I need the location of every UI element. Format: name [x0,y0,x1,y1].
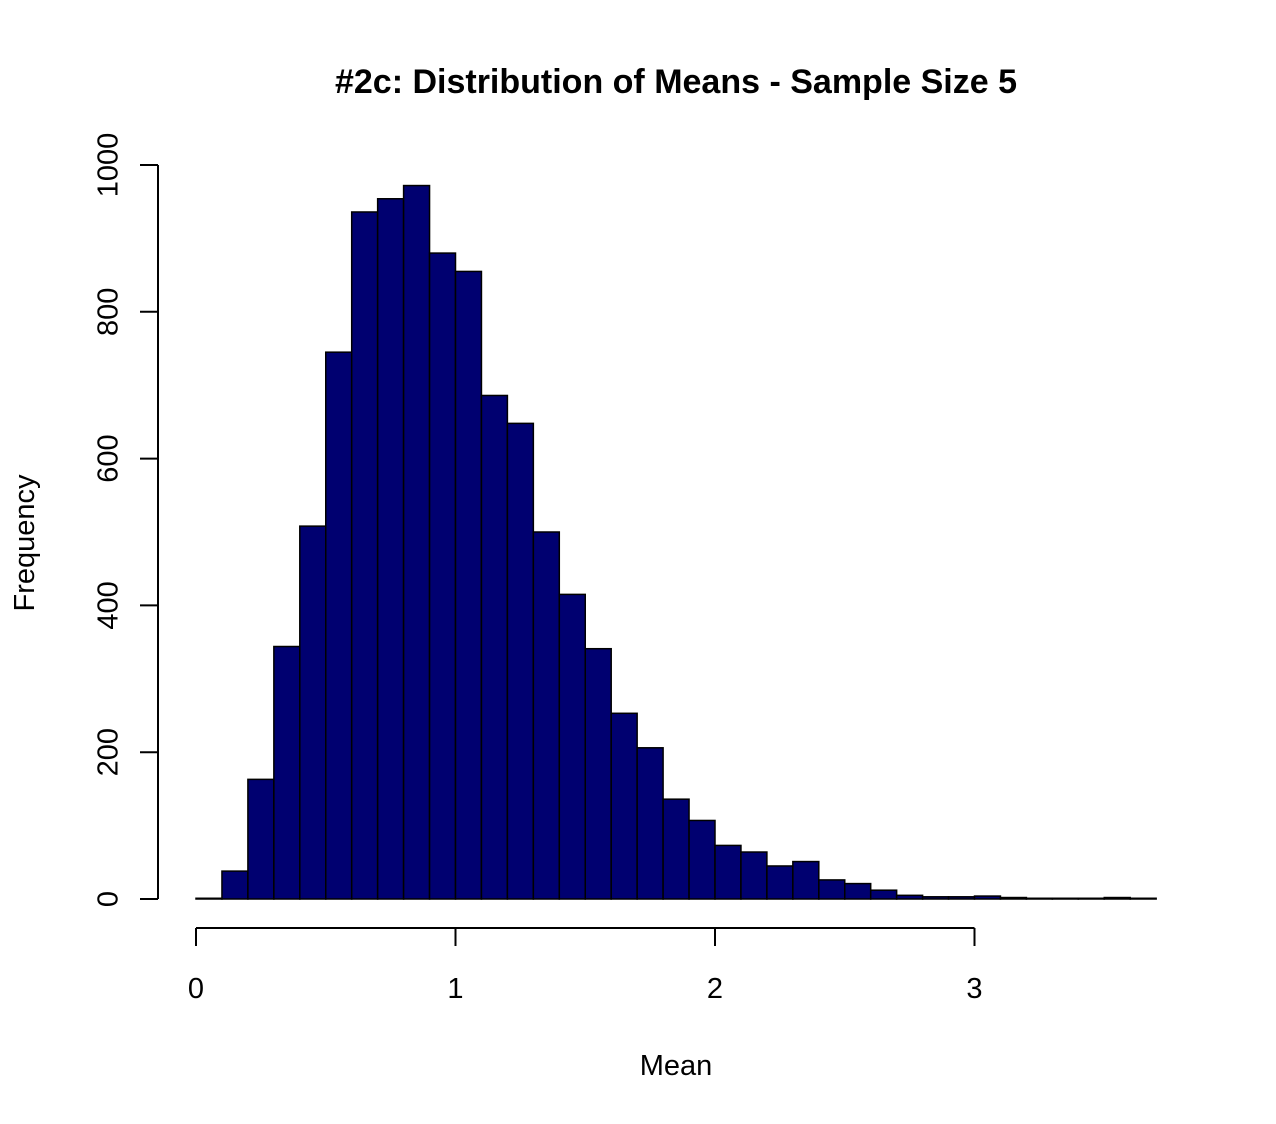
y-tick-label: 1000 [93,133,125,198]
histogram-bar [402,184,431,900]
histogram-bar [662,798,690,900]
y-tick-label: 0 [93,891,125,907]
histogram-bar [895,894,924,900]
histogram-bar [740,851,768,900]
histogram-bar [766,865,794,900]
x-tick-label: 1 [447,973,463,1005]
x-tick-label: 0 [188,973,204,1005]
histogram-bar [844,882,872,900]
histogram-bar [376,198,405,900]
y-tick-label: 800 [93,288,125,336]
histogram-bar [636,747,664,900]
histogram-bar [610,712,638,900]
histogram-bar [428,252,457,900]
y-tick-label: 200 [93,728,125,776]
histogram-bar [532,531,561,900]
x-axis: 0 1 2 3 [188,927,983,1005]
histogram-bar [1025,897,1054,900]
bars-group [195,184,1157,900]
histogram-bar [273,645,301,900]
x-tick-label: 2 [707,973,723,1005]
x-axis-label: Mean [640,1050,713,1082]
y-axis-label: Frequency [9,474,41,612]
histogram-bar [818,879,846,900]
histogram-bar [1103,896,1131,900]
histogram-bar [584,647,612,900]
histogram-bar [921,896,950,900]
y-axis: 0 200 400 600 800 1000 [93,133,159,907]
histogram-bar [350,211,379,900]
histogram-bar [714,844,742,900]
histogram-bar [299,525,327,900]
y-tick-label: 600 [93,434,125,482]
histogram-bar [973,895,1002,900]
y-tick-label: 400 [93,581,125,629]
histogram-bar [558,593,586,900]
histogram-bar [195,897,223,900]
histogram-bar [792,860,820,900]
histogram-bar [506,422,535,900]
histogram-bar [1129,897,1157,900]
histogram-bar [1077,897,1106,900]
histogram-bar [869,889,898,900]
histogram-bar [999,896,1028,900]
histogram-bar [688,819,716,900]
histogram-bar [325,351,353,900]
chart-title: #2c: Distribution of Means - Sample Size… [335,63,1017,101]
histogram-bar [247,778,275,900]
histogram-bar [221,870,249,900]
x-tick-label: 3 [966,973,982,1005]
histogram-bar [480,394,509,900]
histogram-bar [454,270,483,900]
histogram-bar [1051,897,1080,900]
histogram-bar [947,896,976,900]
